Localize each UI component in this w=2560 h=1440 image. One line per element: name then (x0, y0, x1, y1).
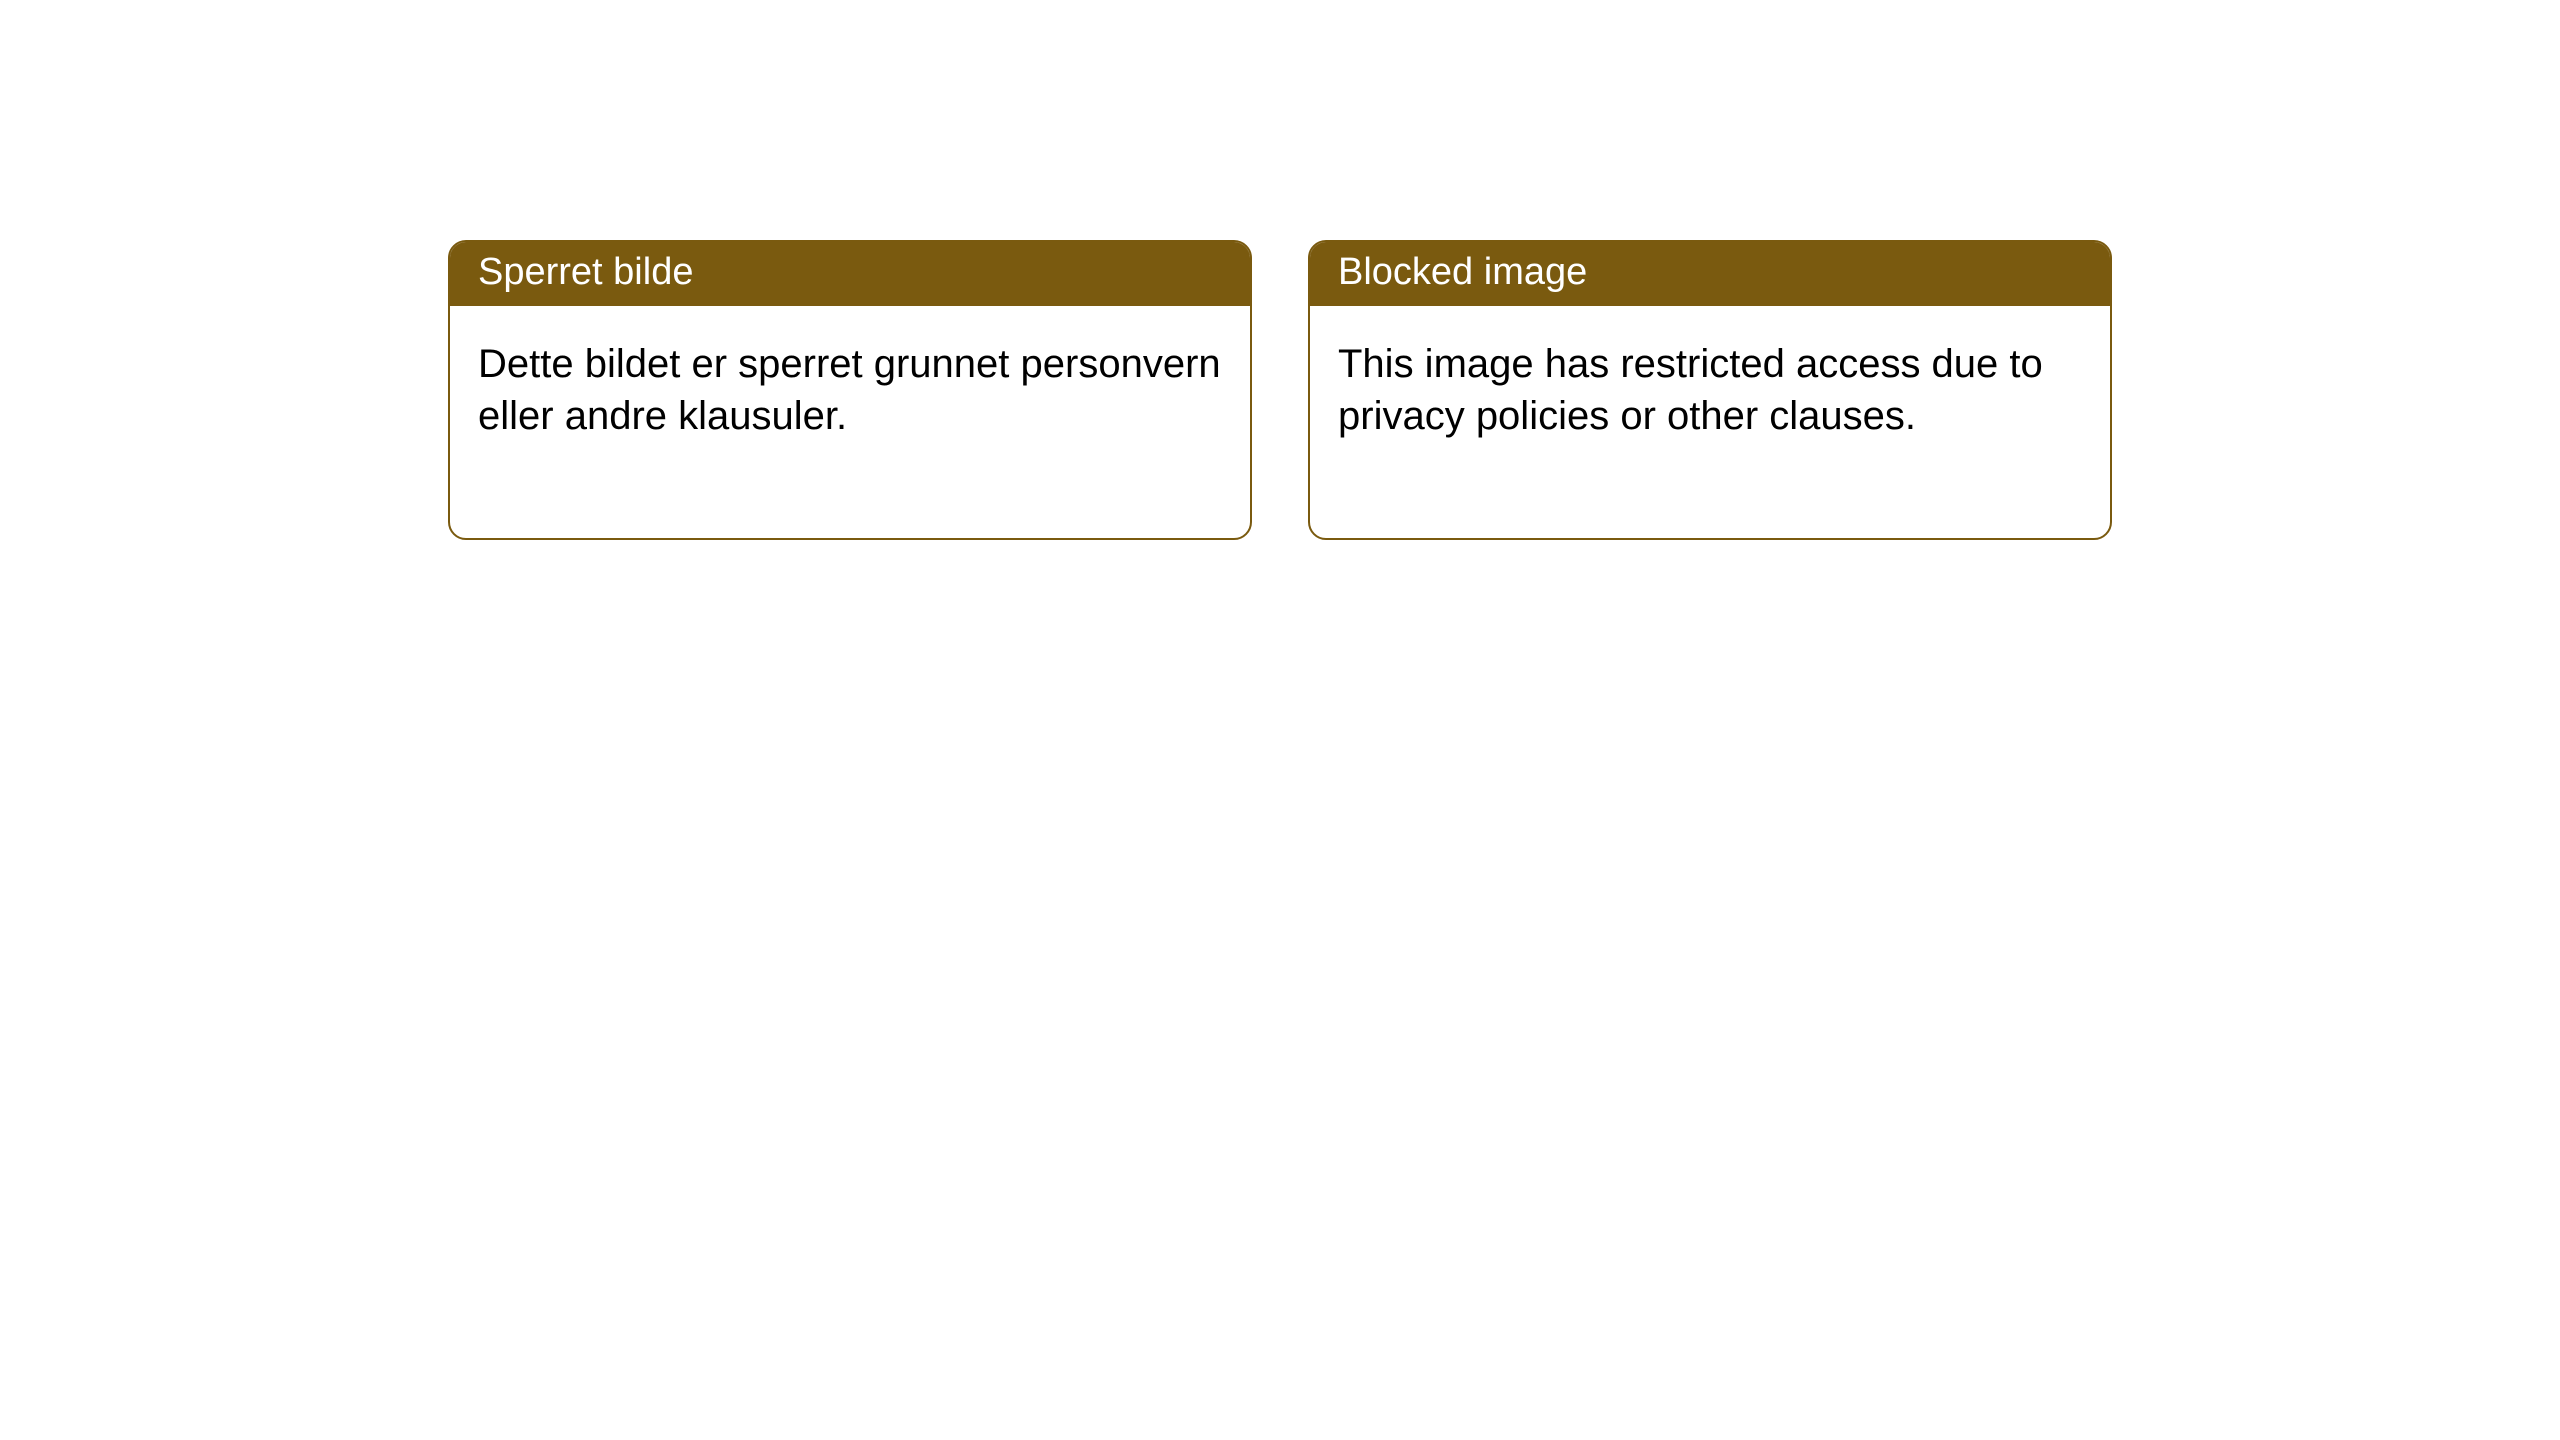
notice-header: Blocked image (1310, 242, 2110, 306)
notice-body: This image has restricted access due to … (1310, 306, 2110, 538)
notice-header: Sperret bilde (450, 242, 1250, 306)
notice-card-english: Blocked image This image has restricted … (1308, 240, 2112, 540)
notice-container: Sperret bilde Dette bildet er sperret gr… (0, 0, 2560, 540)
notice-card-norwegian: Sperret bilde Dette bildet er sperret gr… (448, 240, 1252, 540)
notice-body: Dette bildet er sperret grunnet personve… (450, 306, 1250, 538)
